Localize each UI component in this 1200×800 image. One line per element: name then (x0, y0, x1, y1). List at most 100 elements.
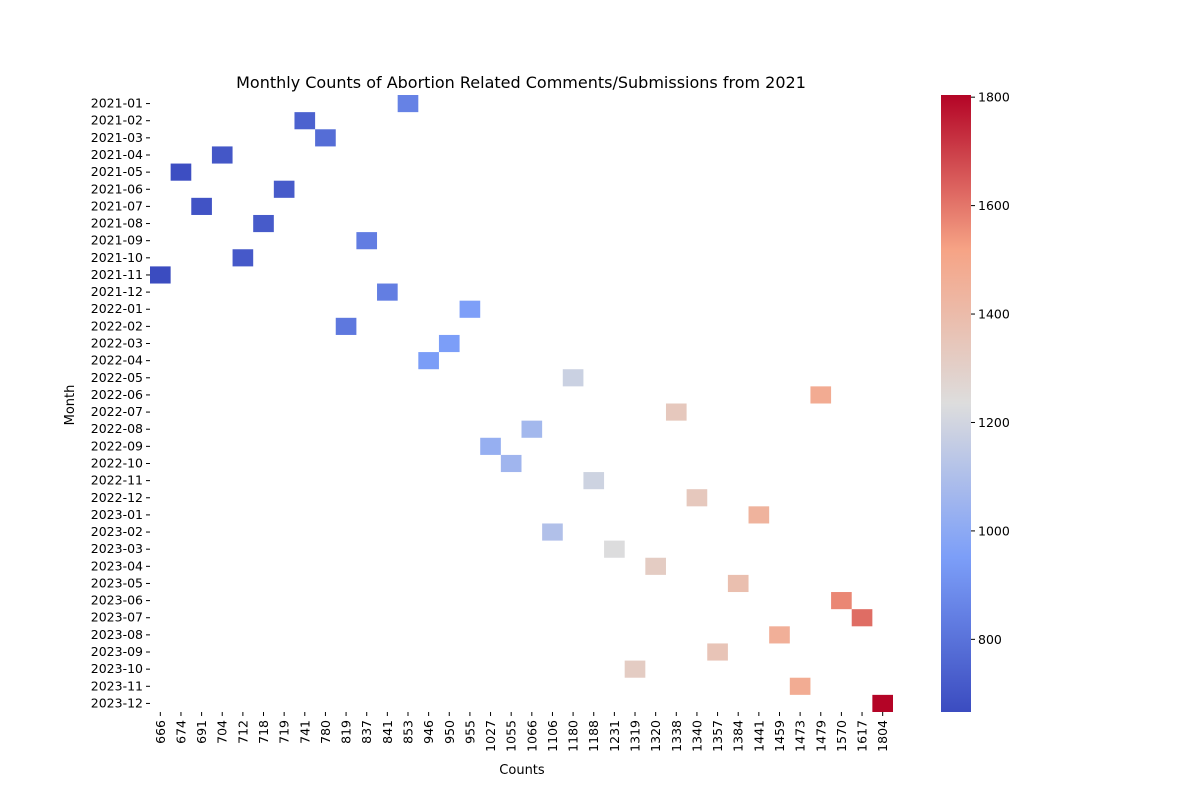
y-tick-label: 2021-02 (91, 113, 143, 128)
x-tick-label: 950 (442, 720, 457, 744)
heatmap-cell (665, 403, 687, 421)
y-tick-label: 2022-09 (91, 438, 143, 453)
heatmap-cell (356, 232, 378, 250)
x-tick-label: 946 (421, 720, 436, 744)
heatmap-cell (542, 523, 563, 541)
y-tick-label: 2023-10 (91, 661, 143, 676)
colorbar-tick-label: 1000 (978, 523, 1010, 538)
heatmap-cell (851, 609, 873, 627)
heatmap-cell (418, 352, 439, 370)
heatmap-cell (315, 129, 336, 147)
heatmap-cell (707, 643, 728, 661)
x-tick-label: 1340 (689, 720, 704, 752)
x-tick-label: 1180 (566, 720, 581, 752)
heatmap-cell (748, 506, 770, 524)
y-axis: 2021-01 2021-02 2021-03 2021-04 2021-05 2021-… (91, 96, 150, 710)
x-tick-label: 819 (339, 720, 354, 744)
y-tick-label: 2023-02 (91, 524, 143, 539)
x-tick-label: 837 (359, 720, 374, 744)
x-tick-label: 1617 (855, 720, 870, 752)
y-tick-label: 2023-04 (91, 558, 143, 573)
heatmap-cell (789, 677, 811, 695)
heatmap-cell (273, 180, 295, 198)
heatmap-cell (872, 694, 893, 712)
heatmap-cell (253, 214, 274, 233)
y-tick-label: 2022-06 (91, 387, 143, 402)
x-tick-label: 1055 (504, 720, 519, 752)
x-tick-label: 1357 (710, 720, 725, 752)
heatmap-cell (645, 557, 666, 575)
x-axis: 666 674 691 704 712 718 719 741 780 819 837 841 853 9… (153, 712, 890, 752)
heatmap-cell (624, 660, 646, 678)
y-tick-label: 2021-11 (91, 267, 143, 282)
y-tick-label: 2021-01 (91, 96, 143, 111)
heatmap-cell (810, 386, 832, 404)
y-tick-label: 2022-08 (91, 421, 143, 436)
y-tick-label: 2021-06 (91, 181, 143, 196)
x-tick-label: 712 (235, 720, 250, 744)
y-tick-label: 2021-07 (91, 198, 143, 213)
colorbar-ticks: 800 1000 1200 1400 1600 1800 (971, 90, 1010, 647)
y-tick-label: 2022-03 (91, 336, 143, 351)
y-tick-label: 2022-01 (91, 301, 143, 316)
x-tick-label: 1066 (524, 720, 539, 752)
heatmap-cell (191, 197, 212, 215)
heatmap-cell (480, 437, 501, 455)
heatmap-cell (562, 369, 584, 387)
y-tick-label: 2023-01 (91, 507, 143, 522)
x-tick-label: 1441 (751, 720, 766, 752)
y-tick-label: 2021-12 (91, 284, 143, 299)
y-tick-label: 2022-12 (91, 490, 143, 505)
x-tick-label: 1459 (772, 720, 787, 752)
colorbar-tick-label: 1800 (978, 90, 1010, 105)
heatmap-cell (521, 420, 543, 438)
heatmap-cell (500, 454, 522, 473)
y-tick-label: 2023-05 (91, 575, 143, 590)
y-tick-label: 2023-06 (91, 593, 143, 608)
y-tick-label: 2023-07 (91, 610, 143, 625)
heatmap-cell (769, 626, 790, 644)
x-tick-label: 1231 (607, 720, 622, 752)
y-tick-label: 2022-02 (91, 318, 143, 333)
x-tick-label: 1106 (545, 720, 560, 752)
y-tick-label: 2023-11 (91, 678, 143, 693)
x-tick-label: 674 (173, 720, 188, 744)
colorbar-tick-label: 1400 (978, 307, 1010, 322)
heatmap-cell (377, 283, 398, 301)
x-tick-label: 1570 (834, 720, 849, 752)
x-tick-label: 1473 (793, 720, 808, 752)
heatmap-cell (150, 266, 171, 284)
y-tick-label: 2021-03 (91, 130, 143, 145)
y-tick-label: 2022-05 (91, 370, 143, 385)
colorbar (941, 95, 971, 712)
x-tick-label: 780 (318, 720, 333, 744)
y-tick-label: 2023-03 (91, 541, 143, 556)
x-tick-label: 1804 (875, 720, 890, 752)
y-tick-label: 2021-04 (91, 147, 143, 162)
y-tick-label: 2021-05 (91, 164, 143, 179)
y-tick-label: 2023-08 (91, 627, 143, 642)
heatmap-cell (459, 300, 481, 318)
x-tick-label: 1384 (731, 720, 746, 752)
colorbar-tick-label: 1600 (978, 198, 1010, 213)
chart-title: Monthly Counts of Abortion Related Comme… (236, 73, 806, 92)
y-tick-label: 2022-07 (91, 404, 143, 419)
x-tick-label: 691 (194, 720, 209, 744)
x-tick-label: 718 (256, 720, 271, 744)
y-tick-label: 2023-12 (91, 695, 143, 710)
y-tick-label: 2023-09 (91, 644, 143, 659)
heatmap-cell (397, 95, 419, 113)
y-tick-label: 2022-11 (91, 473, 143, 488)
y-tick-label: 2021-08 (91, 216, 143, 231)
heatmap-cell (170, 163, 192, 181)
y-tick-label: 2022-10 (91, 455, 143, 470)
heatmap-cells (150, 95, 893, 712)
heatmap-cell (438, 334, 460, 353)
x-tick-label: 853 (400, 720, 415, 744)
x-tick-label: 1188 (586, 720, 601, 752)
x-tick-label: 955 (462, 720, 477, 744)
x-tick-label: 1479 (813, 720, 828, 752)
heatmap-cell (211, 146, 233, 164)
x-tick-label: 704 (215, 720, 230, 744)
heatmap-cell (232, 249, 254, 267)
